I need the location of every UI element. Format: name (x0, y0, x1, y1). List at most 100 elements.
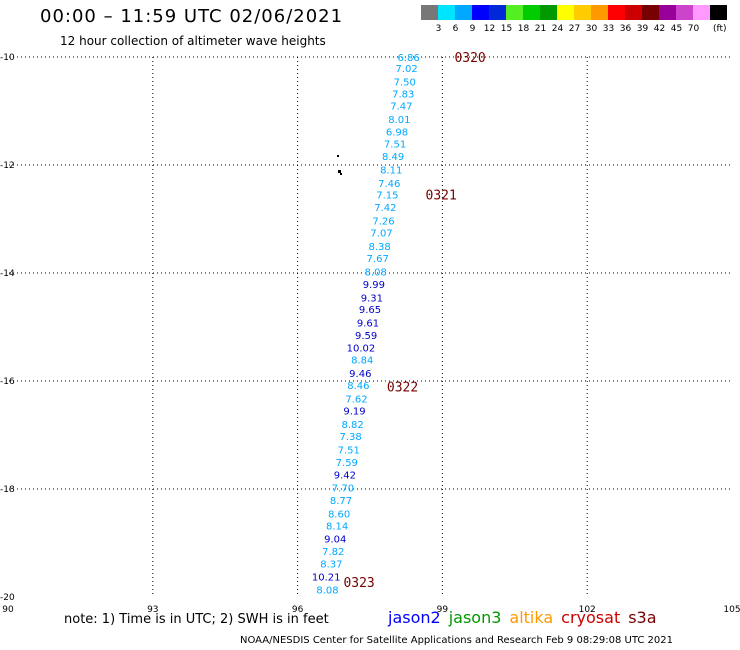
color-scale-label: 42 (653, 24, 666, 34)
y-tick-label: -12 (0, 161, 15, 171)
x-tick-label: 93 (147, 605, 158, 615)
wave-height-label: 9.46 (349, 369, 371, 380)
legend-item-altika: altika (509, 608, 554, 627)
wave-height-label: 7.82 (322, 547, 344, 558)
y-tick-label: -20 (0, 593, 15, 603)
wave-height-label: 6.86 (397, 53, 419, 64)
chart-subtitle: 12 hour collection of altimeter wave hei… (60, 34, 326, 48)
wave-height-label: 8.49 (382, 152, 404, 163)
color-scale-label: 39 (636, 24, 649, 34)
wave-height-label: 7.83 (392, 90, 414, 101)
color-scale-unit: (ft) (713, 24, 727, 34)
wave-height-label: 7.15 (376, 191, 398, 202)
color-swatch (608, 5, 625, 20)
footer-credit: NOAA/NESDIS Center for Satellite Applica… (240, 635, 673, 646)
color-swatch (574, 5, 591, 20)
legend-item-jason3: jason3 (448, 608, 502, 627)
x-tick-label: 96 (292, 605, 304, 615)
wave-height-label: 9.31 (361, 293, 383, 304)
wave-height-label: 7.50 (394, 77, 416, 88)
y-tick-label: -10 (0, 53, 15, 63)
color-scale-label: 33 (602, 24, 615, 34)
wave-height-label: 8.37 (320, 560, 342, 571)
color-swatch (693, 5, 710, 20)
wave-height-label: 8.60 (328, 509, 350, 520)
y-tick-label: -16 (0, 377, 15, 387)
color-swatch (489, 5, 506, 20)
wave-height-label: 9.59 (355, 331, 377, 342)
color-swatch (591, 5, 608, 20)
wave-height-label: 8.82 (341, 420, 363, 431)
map-grid: 90 93 96 99 102 105 -10 -12 -14 -16 -18 -20 (0, 53, 740, 615)
color-scale-label: 9 (469, 24, 476, 34)
y-tick-label: -18 (0, 485, 15, 495)
color-swatch (642, 5, 659, 20)
wave-height-label: 9.19 (343, 407, 365, 418)
time-label: 0321 (426, 189, 457, 204)
color-scale-label: 21 (534, 24, 547, 34)
wave-height-label: 9.99 (363, 280, 385, 291)
wave-height-label: 6.98 (386, 128, 408, 139)
color-swatch (625, 5, 642, 20)
note-text: note: 1) Time is in UTC; 2) SWH is in fe… (64, 612, 329, 627)
time-label: 0320 (454, 51, 485, 66)
color-swatch (523, 5, 540, 20)
wave-height-label: 8.46 (347, 381, 369, 392)
legend-item-jason2: jason2 (388, 608, 441, 627)
wave-height-label: 7.47 (390, 102, 412, 113)
wave-height-label: 9.65 (359, 305, 381, 316)
color-scale-label: 45 (670, 24, 683, 34)
color-swatch (710, 5, 727, 20)
wave-height-label: 8.08 (316, 585, 338, 596)
wave-height-label: 7.51 (338, 446, 360, 457)
color-scale-label: 70 (687, 24, 700, 34)
wave-height-label: 7.26 (372, 217, 394, 228)
wave-height-label: 8.84 (351, 355, 373, 366)
color-swatch (438, 5, 455, 20)
time-label: 0322 (387, 380, 418, 395)
wave-height-label: 7.51 (384, 139, 406, 150)
color-scale-label: 12 (483, 24, 496, 34)
color-swatch (506, 5, 523, 20)
x-tick-label: 99 (437, 605, 449, 615)
color-scale-label: 3 (435, 24, 442, 34)
wave-height-label: 8.77 (330, 496, 352, 507)
wave-height-label: 9.04 (324, 535, 346, 546)
wave-height-label: 8.11 (380, 165, 402, 176)
time-labels: 0320 0321 0322 0323 (343, 51, 485, 591)
wave-height-label: 7.42 (374, 203, 396, 214)
wave-height-label: 7.59 (336, 458, 358, 469)
color-swatch (421, 5, 438, 20)
time-label: 0323 (343, 576, 374, 591)
wave-height-label: 7.07 (370, 229, 392, 240)
wave-height-label: 7.62 (345, 394, 367, 405)
wave-height-label: 8.01 (388, 115, 410, 126)
legend-item-s3a: s3a (628, 608, 657, 627)
wave-height-label: 7.02 (396, 64, 418, 75)
color-swatch (676, 5, 693, 20)
color-swatch (472, 5, 489, 20)
wave-height-label: 7.67 (367, 254, 389, 265)
color-scale-label: 15 (500, 24, 513, 34)
color-swatch (540, 5, 557, 20)
color-scale-label: 27 (568, 24, 581, 34)
wave-height-label: 8.08 (365, 267, 387, 278)
color-swatch (455, 5, 472, 20)
wave-height-label: 8.14 (326, 522, 348, 533)
x-tick-label: 90 (2, 605, 14, 615)
satellite-legend: jason2 jason3 altika cryosat s3a (388, 608, 665, 627)
wave-height-label: 7.70 (332, 483, 354, 494)
color-swatch (557, 5, 574, 20)
color-scale-label: 6 (452, 24, 459, 34)
x-tick-label: 102 (579, 605, 596, 615)
legend-item-cryosat: cryosat (561, 608, 621, 627)
color-scale-label: 36 (619, 24, 632, 34)
color-scale-label: 24 (551, 24, 564, 34)
color-scale-label: 18 (517, 24, 530, 34)
chart-title: 00:00 – 11:59 UTC 02/06/2021 (40, 6, 344, 27)
wave-height-label: 8.38 (368, 242, 390, 253)
wave-height-points: 6.867.027.507.837.478.016.987.518.498.11… (312, 53, 420, 596)
y-tick-label: -14 (0, 269, 15, 279)
island-marker (337, 155, 342, 175)
